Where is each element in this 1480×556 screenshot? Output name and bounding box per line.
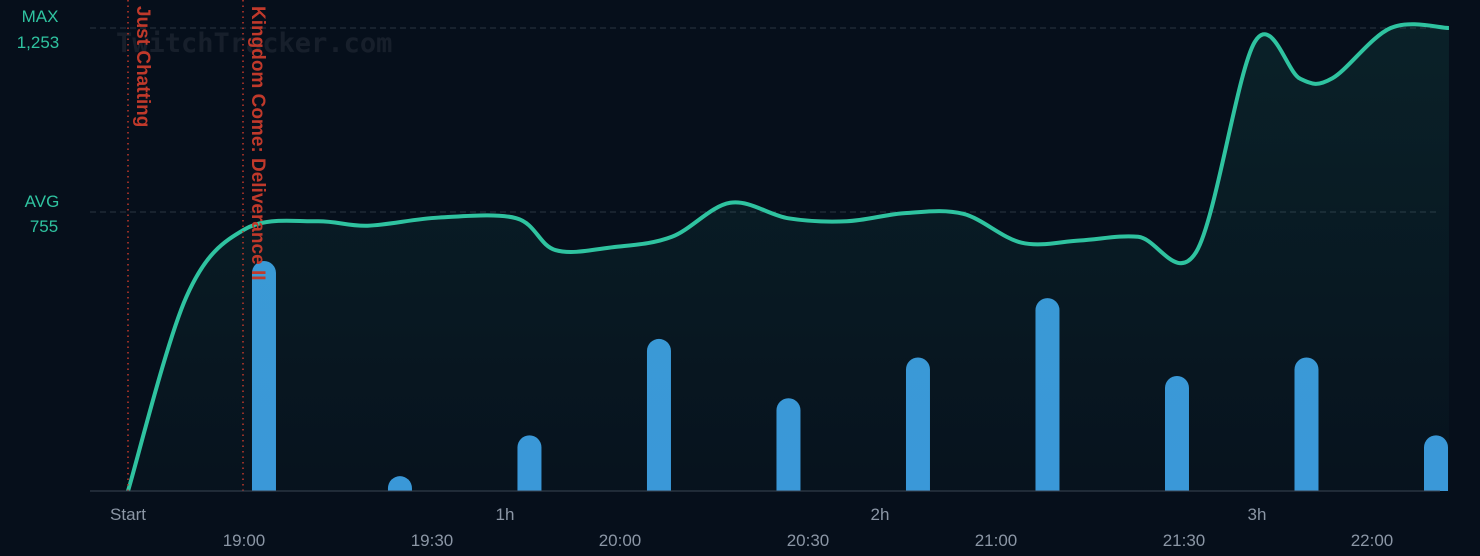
clock-tick-label: 20:00: [599, 531, 642, 550]
watermark: TwitchTracker.com: [116, 28, 392, 59]
clock-tick-label: 19:30: [411, 531, 454, 550]
avg-label: AVG: [25, 192, 60, 211]
duration-ticks: Start 1h 2h 3h: [110, 505, 1266, 524]
game-markers: Just Chatting Kingdom Come: Deliverance I…: [127, 0, 268, 491]
clock-ticks: 19:00 19:30 20:00 20:30 21:00 21:30 22:00: [223, 531, 1394, 550]
clock-tick-label: 19:00: [223, 531, 266, 550]
viewer-series: [126, 22, 1450, 492]
game-marker-label: Just Chatting: [132, 6, 153, 127]
duration-tick-label: 2h: [871, 505, 890, 524]
clock-tick-label: 21:30: [1163, 531, 1206, 550]
clock-tick-label: 20:30: [787, 531, 830, 550]
viewer-area: [128, 24, 1449, 492]
game-marker-label: Kingdom Come: Deliverance II: [247, 6, 268, 281]
avg-value: 755: [30, 217, 58, 236]
duration-tick-label: Start: [110, 505, 146, 524]
max-label: MAX: [22, 7, 59, 26]
duration-tick-label: 3h: [1248, 505, 1267, 524]
clock-tick-label: 21:00: [975, 531, 1018, 550]
clock-tick-label: 22:00: [1351, 531, 1394, 550]
duration-tick-label: 1h: [496, 505, 515, 524]
max-value: 1,253: [17, 33, 60, 52]
